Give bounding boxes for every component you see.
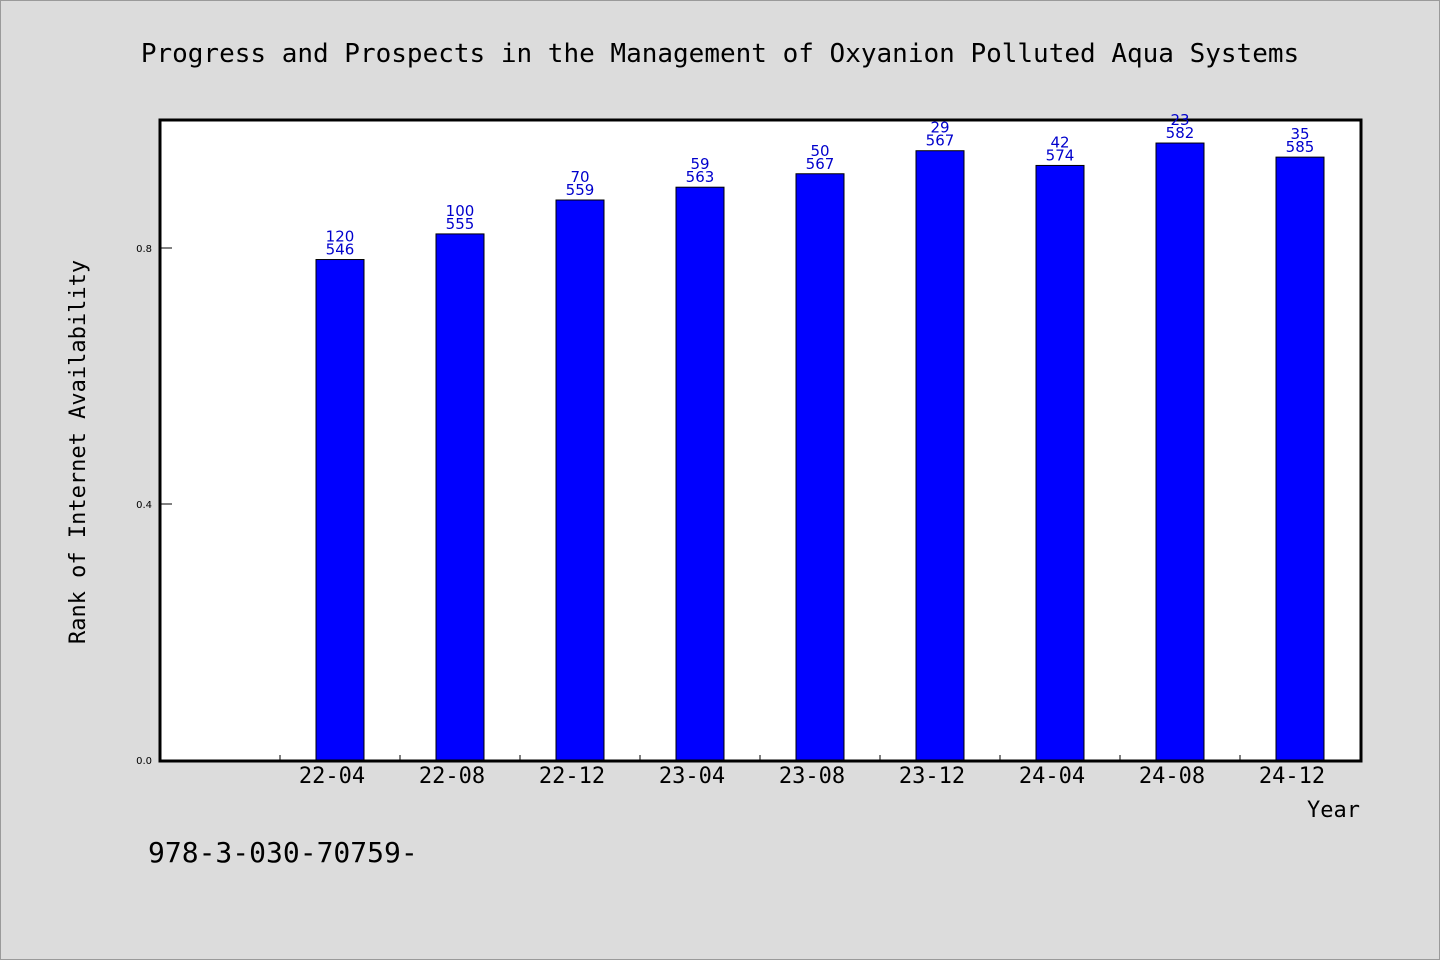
y-tick-label: 0.0: [136, 756, 152, 767]
bars-group: [315, 142, 1325, 761]
bar-label-bottom: 563: [686, 168, 715, 186]
bar-label-bottom: 555: [446, 215, 475, 233]
x-tick-label: 24-04: [1019, 764, 1085, 789]
bar-label-bottom: 567: [926, 132, 955, 150]
y-axis: 0.0 0.4 0.8: [136, 244, 172, 767]
y-tick-label: 0.8: [136, 244, 152, 255]
bar-label-top: 29: [930, 119, 949, 137]
footer-isbn: 978-3-030-70759-: [148, 836, 418, 869]
bar-label-top: 100: [446, 202, 475, 220]
bar: [555, 199, 605, 761]
bar-label-top: 59: [690, 155, 709, 173]
x-tick-label: 22-12: [539, 764, 605, 789]
x-tick-label: 23-12: [899, 764, 965, 789]
x-tick-label: 23-08: [779, 764, 845, 789]
bar-label-bottom: 546: [326, 241, 355, 259]
bar: [795, 173, 845, 761]
bar-label-bottom: 574: [1046, 146, 1075, 164]
bar: [1275, 156, 1325, 761]
x-tick-label: 22-04: [299, 764, 365, 789]
x-tick-label: 23-04: [659, 764, 725, 789]
bar-label-top: 70: [570, 168, 589, 186]
bar-label-top: 50: [810, 142, 829, 160]
bar-label-bottom: 567: [806, 155, 835, 173]
bar-label-bottom: 585: [1286, 138, 1315, 156]
bar-label-top: 35: [1290, 125, 1309, 143]
y-axis-label: Rank of Internet Availability: [66, 260, 91, 644]
bar: [915, 150, 965, 761]
y-tick-label: 0.4: [136, 500, 152, 511]
bar: [315, 259, 365, 761]
x-tick-label: 24-08: [1139, 764, 1205, 789]
bar: [675, 186, 725, 761]
bar-label-top: 42: [1050, 133, 1069, 151]
bar-label-top: 120: [326, 228, 355, 246]
bar-label-bottom: 582: [1166, 124, 1195, 142]
x-axis: 22-04 22-08 22-12 23-04 23-08 23-12 24-04 24-08…: [279, 755, 1361, 789]
bar-label-bottom: 559: [566, 181, 595, 199]
x-axis-label: Year: [1307, 798, 1360, 823]
bar-label-top: 23: [1170, 111, 1189, 129]
bar: [1155, 142, 1205, 761]
x-tick-label: 22-08: [419, 764, 485, 789]
bar: [435, 233, 485, 761]
chart-title: Progress and Prospects in the Management…: [141, 39, 1299, 69]
x-tick-label: 24-12: [1259, 764, 1325, 789]
bar: [1035, 164, 1085, 761]
